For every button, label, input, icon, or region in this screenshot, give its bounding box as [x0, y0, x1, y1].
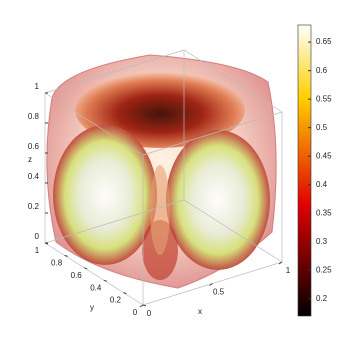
box-edge [44, 242, 144, 306]
z-axis-label: z [28, 155, 32, 164]
z-tick-label: 0.2 [28, 202, 40, 211]
x-tick [278, 261, 283, 265]
z-tick-label: 0.6 [28, 142, 40, 151]
box-edge [44, 199, 185, 244]
colorbar-tick-label: 0.4 [316, 180, 328, 189]
x-tick-label: 1 [286, 266, 291, 275]
y-tick [103, 279, 107, 282]
z-tick-label: 0 [35, 232, 40, 241]
colorbar-tick-label: 0.25 [316, 265, 332, 274]
y-tick [142, 304, 147, 307]
colorbar-tick-label: 0.65 [316, 37, 332, 46]
z-tick-label: 0.4 [28, 172, 40, 181]
x-tick-label: 0 [147, 309, 152, 318]
box-edge [183, 49, 283, 113]
y-tick-label: 0.4 [90, 283, 102, 292]
box-edge [142, 111, 283, 156]
colorbar-tick-label: 0.2 [316, 294, 328, 303]
box-edge [44, 92, 144, 156]
colorbar-tick-label: 0.45 [316, 151, 332, 160]
y-tick-label: 0.8 [51, 259, 63, 268]
colorbar-tick-label: 0.55 [316, 94, 332, 103]
colorbar [297, 24, 312, 317]
x-axis-label: x [198, 307, 202, 316]
colorbar-tick-label: 0.6 [316, 66, 328, 75]
z-tick-label: 0.8 [28, 112, 40, 121]
y-tick [123, 292, 127, 295]
y-tick-label: 1 [35, 246, 40, 255]
box-edge [44, 49, 185, 94]
x-tick [209, 283, 213, 286]
y-tick-label: 0.2 [110, 296, 122, 305]
y-tick [84, 267, 88, 270]
z-tick-label: 1 [35, 82, 40, 91]
colorbar-tick-label: 0.35 [316, 208, 332, 217]
x-tick [139, 304, 144, 308]
colorbar-tick-label: 0.3 [316, 237, 328, 246]
y-tick-label: 0.6 [71, 271, 83, 280]
y-tick-label: 0 [133, 308, 138, 317]
axes: 0 0.5 1 0 0.2 0.4 0.6 0.8 1 0 0.2 0.4 0.6 0.8 1 [28, 49, 291, 318]
x-tick-label: 0.5 [213, 288, 225, 297]
y-tick [64, 254, 68, 257]
colorbar-tick-label: 0.5 [316, 123, 328, 132]
y-axis-label: y [90, 303, 94, 312]
box-edge [183, 199, 283, 263]
isosurface [46, 54, 277, 289]
